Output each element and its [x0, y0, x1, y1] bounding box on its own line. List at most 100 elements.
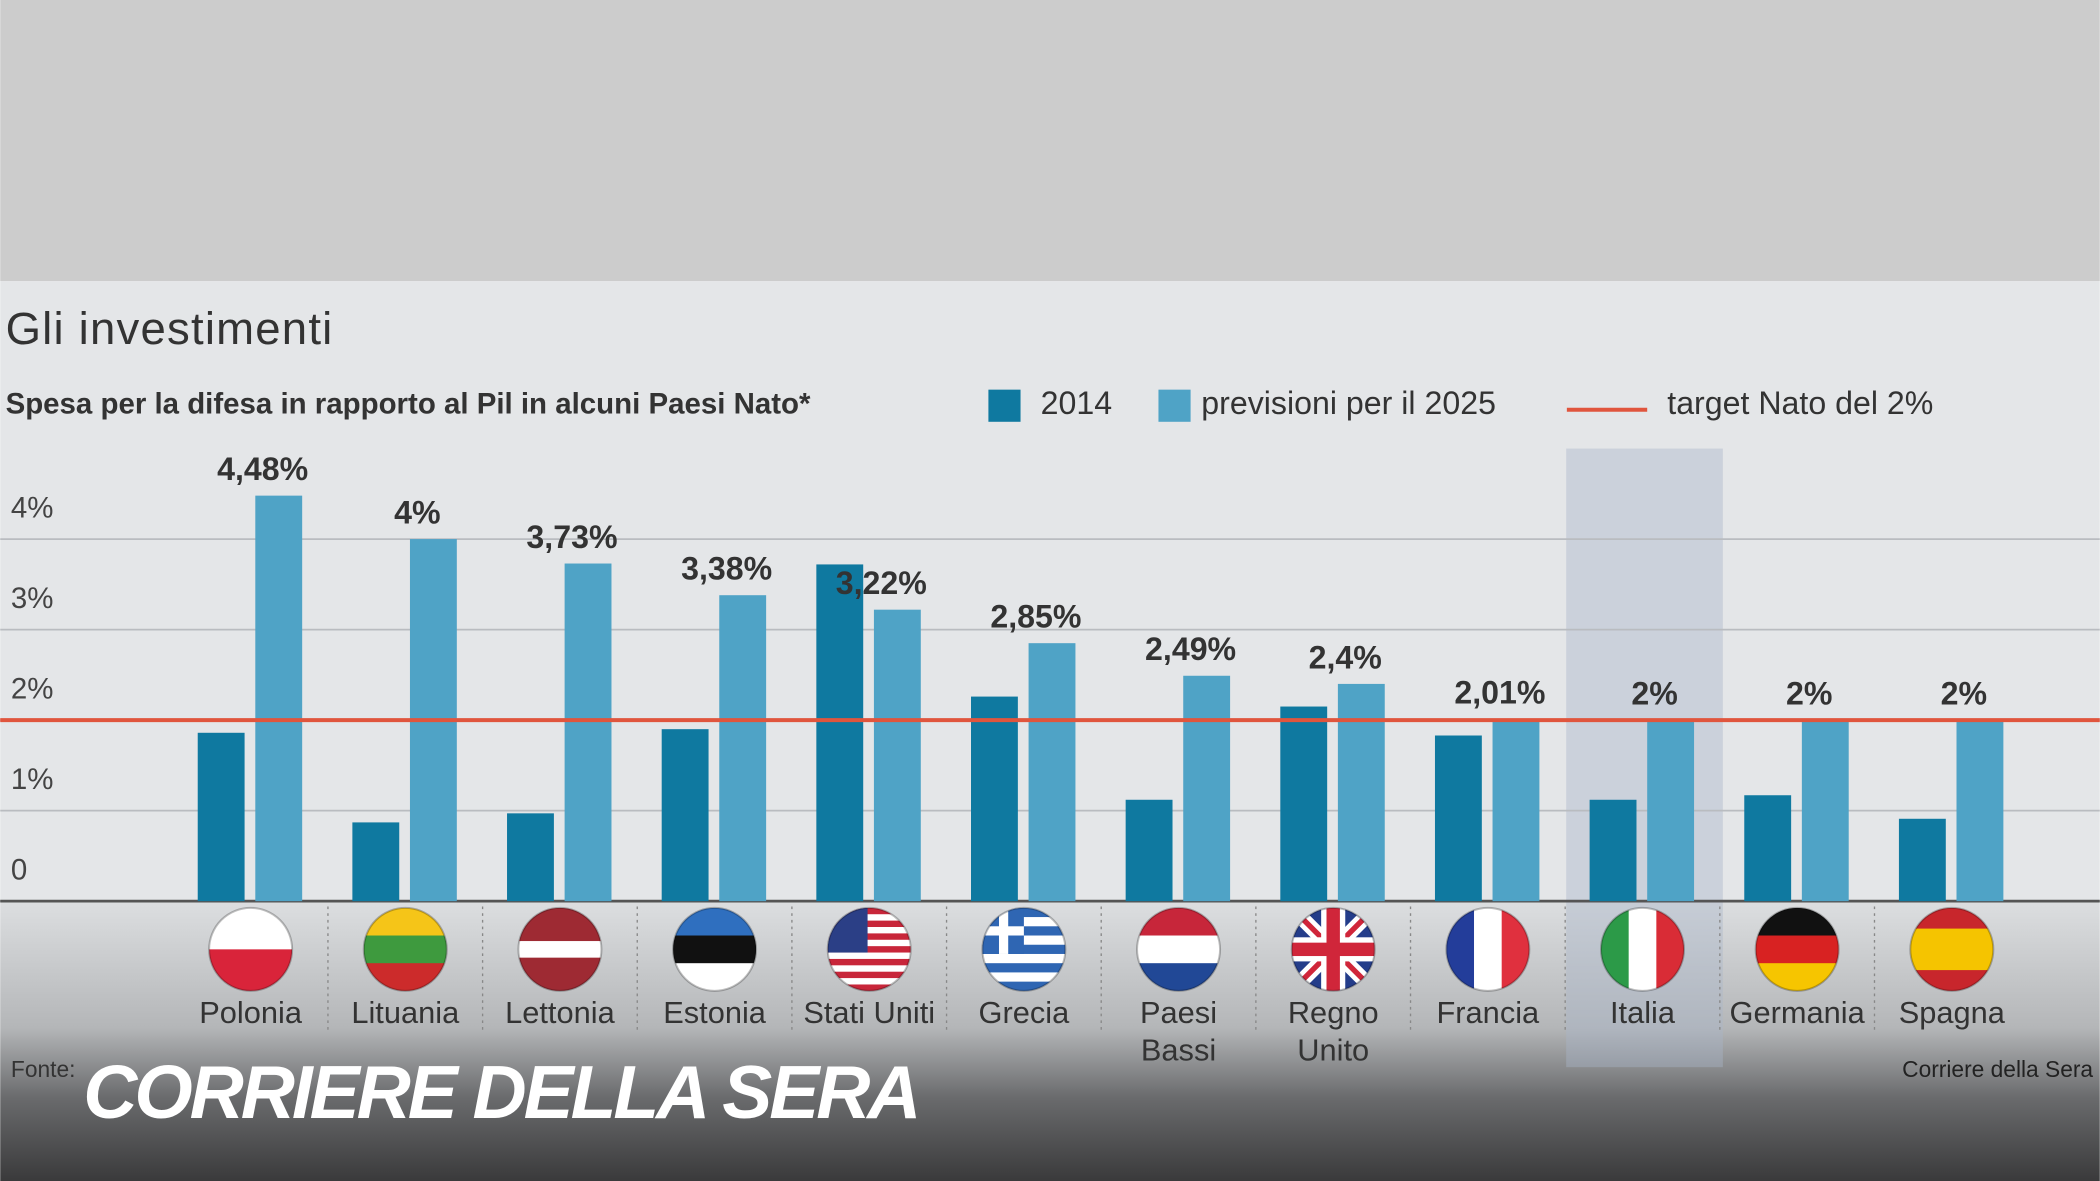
flag-shine: [1599, 906, 1686, 992]
category-label-box: Estonia: [663, 995, 766, 1030]
x-tick-label: Francia: [1436, 994, 1540, 1030]
bar: [873, 609, 921, 902]
bar: [1337, 683, 1385, 902]
bar: [1125, 799, 1173, 902]
value-label: 3,73%: [526, 519, 617, 555]
x-tick-label: Regno Unito: [1287, 994, 1379, 1068]
legend-swatch: [988, 389, 1021, 422]
flag-stripe: [1755, 935, 1839, 964]
category-label-box: Grecia: [978, 994, 1070, 1030]
bar: [1744, 795, 1792, 902]
logo: CORRIERE DELLA SERA: [83, 1050, 921, 1134]
flag-stripe: [1628, 907, 1658, 991]
flag-stripe: [827, 907, 911, 915]
value-label: 2%: [1786, 675, 1832, 711]
value-label: 4%: [394, 494, 440, 530]
credit: Corriere della Sera: [1902, 1056, 2093, 1082]
value-label: 2,85%: [990, 599, 1081, 635]
x-tick-label: Polonia: [199, 994, 302, 1030]
value-label: 2,49%: [1145, 631, 1236, 667]
legend-label: target Nato del 2%: [1667, 385, 1933, 421]
flag-shine: [517, 906, 603, 992]
flag-shine: [981, 906, 1067, 992]
bar: [1589, 799, 1637, 902]
value-label: 4,48%: [217, 451, 308, 487]
source: Fonte:: [11, 1056, 76, 1082]
category-label-box: Germania: [1729, 994, 1865, 1030]
chart-title: Gli investimenti: [6, 303, 333, 354]
bar: [1898, 818, 1946, 902]
flag-shine: [1909, 906, 1995, 992]
flag-shine: [672, 906, 758, 992]
bar: [719, 595, 767, 902]
x-tick-label: Lituania: [351, 994, 460, 1030]
value-label: 3,38%: [681, 551, 772, 587]
category-label-box: Lettonia: [505, 994, 615, 1030]
flag-shine: [1136, 906, 1222, 992]
flag-stripe: [827, 946, 911, 953]
x-tick-label: Grecia: [978, 994, 1070, 1030]
flag: [1291, 907, 1375, 991]
flag-stripe: [363, 935, 447, 964]
value-label: 2%: [1941, 675, 1987, 711]
flag-stripe: [827, 939, 911, 947]
category-label-box: Spagna: [1899, 995, 2005, 1030]
flag-stripe: [982, 953, 1066, 964]
legend-label: 2014: [1041, 385, 1112, 421]
flag-stripe: [827, 933, 911, 941]
bar: [1280, 706, 1328, 902]
bar: [1183, 675, 1231, 902]
flag-cross: [1326, 907, 1340, 991]
flag-stripe: [982, 981, 1066, 991]
flag-shine: [1290, 906, 1376, 992]
flag-stripe: [982, 972, 1066, 983]
category-label-box: Francia: [1436, 994, 1540, 1030]
y-tick-label: 1%: [11, 763, 54, 796]
value-label: 2,01%: [1454, 675, 1545, 711]
chart-subtitle: Spesa per la difesa in rapporto al Pil i…: [6, 387, 811, 420]
flag-stripe: [827, 952, 911, 960]
flag-cross: [998, 907, 1009, 954]
flag-stripe: [1910, 928, 1994, 971]
flag-stripe: [518, 941, 602, 959]
flag-stripe: [827, 965, 911, 973]
flag-shine: [826, 906, 912, 992]
bar: [507, 813, 554, 902]
bar: [816, 564, 864, 902]
x-tick-label: Italia: [1609, 994, 1676, 1030]
flag: [673, 907, 757, 991]
category-label-box: Paesi Bassi: [1140, 994, 1218, 1068]
y-tick-label: 2%: [11, 672, 54, 705]
x-tick-label: Paesi Bassi: [1140, 994, 1218, 1068]
legend-label: previsioni per il 2025: [1201, 385, 1496, 421]
x-tick-label: Lettonia: [505, 994, 615, 1030]
flag-shine: [208, 906, 294, 992]
x-tick-label: Germania: [1729, 994, 1865, 1030]
bar: [352, 822, 400, 902]
bar: [1956, 720, 2004, 902]
category-label-box: Stati Uniti: [803, 995, 935, 1030]
category-label-box: Regno Unito: [1287, 994, 1379, 1068]
bar: [661, 729, 709, 902]
flag-shine: [1445, 906, 1531, 992]
category-label-box: Polonia: [199, 994, 302, 1030]
bar: [1492, 719, 1540, 902]
flag-stripe: [1474, 907, 1503, 991]
flag-stripe: [1137, 935, 1221, 964]
bar: [1647, 720, 1695, 902]
flag-stripe: [827, 971, 911, 979]
flag-stripe: [827, 927, 911, 934]
top-band: [0, 0, 2100, 282]
flag-stripe: [982, 963, 1066, 973]
value-label: 3,22%: [836, 565, 927, 601]
flag-shine: [362, 906, 448, 992]
value-label: 2%: [1631, 675, 1677, 711]
flag-stripe: [827, 984, 911, 991]
y-tick-label: 0: [11, 853, 27, 886]
bar: [197, 732, 245, 902]
category-label-box: Lituania: [351, 994, 460, 1030]
y-tick-label: 4%: [11, 491, 54, 524]
y-tick-label: 3%: [11, 582, 54, 615]
